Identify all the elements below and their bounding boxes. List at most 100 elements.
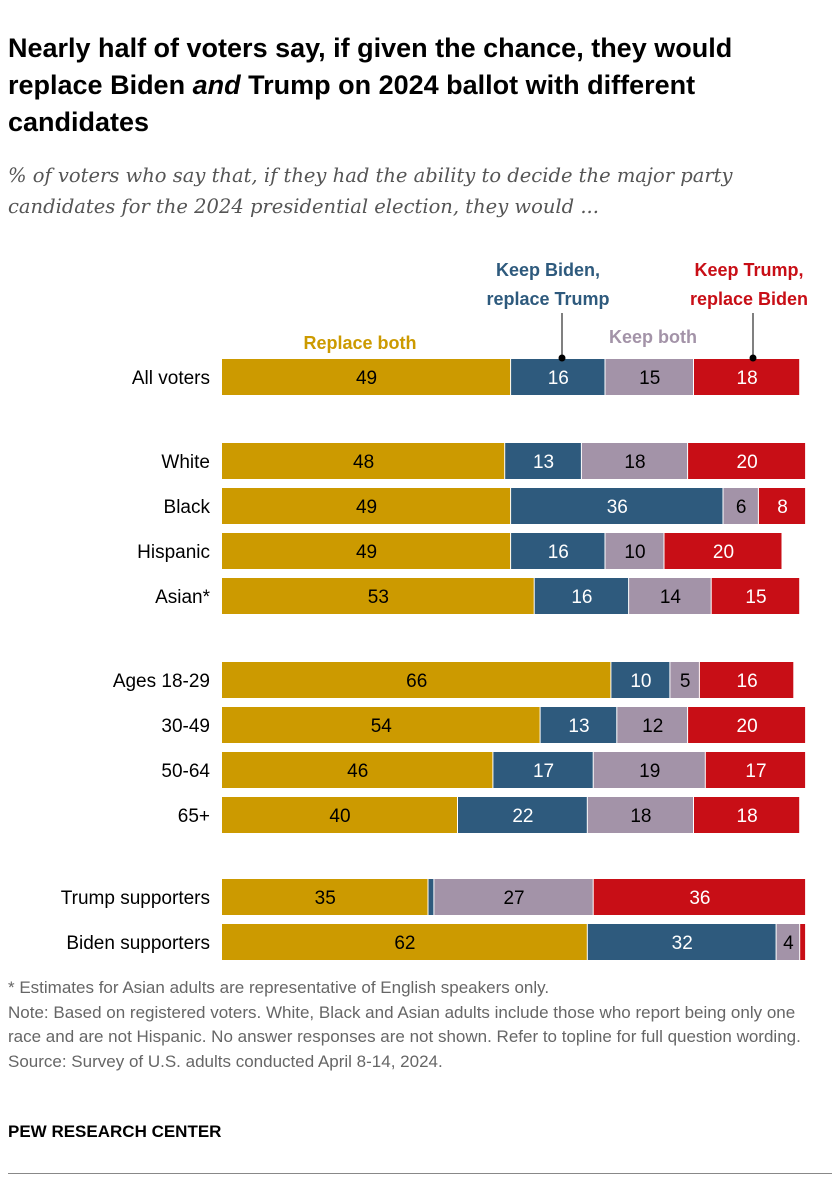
title-text-end: Trump on 2024 ballot with different cand… bbox=[8, 70, 696, 137]
data-label: 13 bbox=[568, 716, 589, 737]
bar-segment bbox=[611, 662, 670, 698]
bar-segment bbox=[511, 533, 605, 569]
data-label: 19 bbox=[639, 761, 660, 782]
category-label: Trump supporters bbox=[61, 888, 210, 909]
data-label: 17 bbox=[745, 761, 766, 782]
bar-segment bbox=[222, 443, 505, 479]
bar-segment bbox=[664, 533, 782, 569]
category-label: Ages 18-29 bbox=[113, 671, 210, 692]
bar-segment bbox=[605, 533, 664, 569]
data-label: 53 bbox=[368, 587, 389, 608]
note: Note: Based on registered voters. White,… bbox=[8, 1002, 801, 1047]
data-label: 22 bbox=[512, 806, 533, 827]
data-label: 18 bbox=[624, 452, 645, 473]
bar-segment bbox=[505, 443, 581, 479]
bar-segment bbox=[699, 662, 794, 698]
bar-segment bbox=[581, 443, 688, 479]
bar-segment bbox=[222, 752, 493, 788]
bar-segment bbox=[222, 578, 534, 614]
title-emphasis: and bbox=[192, 70, 241, 100]
bar-segment bbox=[593, 879, 806, 915]
legend-keep-trump-line1: Keep Trump, bbox=[694, 260, 803, 280]
bar-segment bbox=[605, 359, 693, 395]
data-label: 62 bbox=[394, 933, 415, 954]
data-label: 66 bbox=[406, 671, 427, 692]
bar-segment bbox=[629, 578, 711, 614]
legend-keep-trump-line2: replace Biden bbox=[690, 289, 808, 309]
data-label: 13 bbox=[533, 452, 554, 473]
data-label: 36 bbox=[689, 888, 710, 909]
asterisk-note: * Estimates for Asian adults are represe… bbox=[8, 978, 550, 997]
source: Source: Survey of U.S. adults conducted … bbox=[8, 1051, 443, 1071]
bar-segment bbox=[434, 879, 593, 915]
category-label: 30-49 bbox=[161, 716, 210, 737]
bar-segment bbox=[222, 662, 611, 698]
data-label: 15 bbox=[745, 587, 766, 608]
bar-segment bbox=[800, 924, 806, 960]
bottom-divider bbox=[8, 1173, 832, 1174]
data-label: 18 bbox=[737, 368, 758, 389]
legend-leader-dot bbox=[558, 354, 566, 362]
bar-segment bbox=[222, 533, 511, 569]
data-label: 8 bbox=[777, 497, 788, 518]
bar-segment bbox=[723, 488, 758, 524]
data-label: 49 bbox=[356, 368, 377, 389]
data-label: 35 bbox=[315, 888, 336, 909]
data-label: 40 bbox=[329, 806, 350, 827]
bar-segment bbox=[222, 359, 511, 395]
bar-segment bbox=[705, 752, 806, 788]
data-label: 10 bbox=[630, 671, 651, 692]
brand-logo-text: PEW RESEARCH CENTER bbox=[8, 1122, 222, 1141]
bar-segment bbox=[511, 359, 605, 395]
bar-segment bbox=[222, 488, 511, 524]
legend-replace-both: Replace both bbox=[303, 333, 416, 353]
data-label: 6 bbox=[736, 497, 747, 518]
category-label: White bbox=[161, 452, 210, 473]
bar-segment bbox=[694, 359, 800, 395]
category-label: Black bbox=[164, 497, 211, 518]
bar-segment bbox=[587, 924, 776, 960]
bar-segment bbox=[493, 752, 593, 788]
data-label: 32 bbox=[672, 933, 693, 954]
bar-segment bbox=[587, 797, 693, 833]
category-label: Hispanic bbox=[137, 542, 210, 563]
data-label: 18 bbox=[630, 806, 651, 827]
data-label: 4 bbox=[783, 933, 794, 954]
category-label: Asian* bbox=[155, 587, 211, 608]
data-label: 49 bbox=[356, 542, 377, 563]
bar-segment bbox=[593, 752, 705, 788]
bar-segment bbox=[540, 707, 617, 743]
data-label: 48 bbox=[353, 452, 374, 473]
bar-segment bbox=[711, 578, 800, 614]
data-label: 20 bbox=[737, 716, 758, 737]
legend-keep-biden-line2: replace Trump bbox=[486, 289, 609, 309]
bar-segment bbox=[688, 443, 806, 479]
bar-segment bbox=[222, 797, 457, 833]
legend-keep-both: Keep both bbox=[609, 327, 697, 347]
category-label: All voters bbox=[132, 368, 210, 389]
data-label: 46 bbox=[347, 761, 368, 782]
bar-segment bbox=[428, 879, 434, 915]
category-label: 50-64 bbox=[161, 761, 210, 782]
bar-segment bbox=[534, 578, 629, 614]
data-label: 20 bbox=[737, 452, 758, 473]
data-label: 5 bbox=[680, 671, 691, 692]
data-label: 10 bbox=[624, 542, 645, 563]
chart-title: Nearly half of voters say, if given the … bbox=[8, 30, 828, 141]
footnotes: * Estimates for Asian adults are represe… bbox=[8, 976, 828, 1074]
data-label: 16 bbox=[737, 671, 758, 692]
data-label: 20 bbox=[713, 542, 734, 563]
category-label: 65+ bbox=[178, 806, 210, 827]
category-label: Biden supporters bbox=[66, 933, 210, 954]
bar-segment bbox=[222, 879, 428, 915]
data-label: 15 bbox=[639, 368, 660, 389]
data-label: 14 bbox=[660, 587, 682, 608]
bar-segment bbox=[617, 707, 688, 743]
bar-segment bbox=[458, 797, 587, 833]
data-label: 27 bbox=[503, 888, 524, 909]
legend-keep-biden-line1: Keep Biden, bbox=[496, 260, 600, 280]
bar-segment bbox=[758, 488, 806, 524]
bar-segment bbox=[222, 924, 587, 960]
data-label: 18 bbox=[737, 806, 758, 827]
